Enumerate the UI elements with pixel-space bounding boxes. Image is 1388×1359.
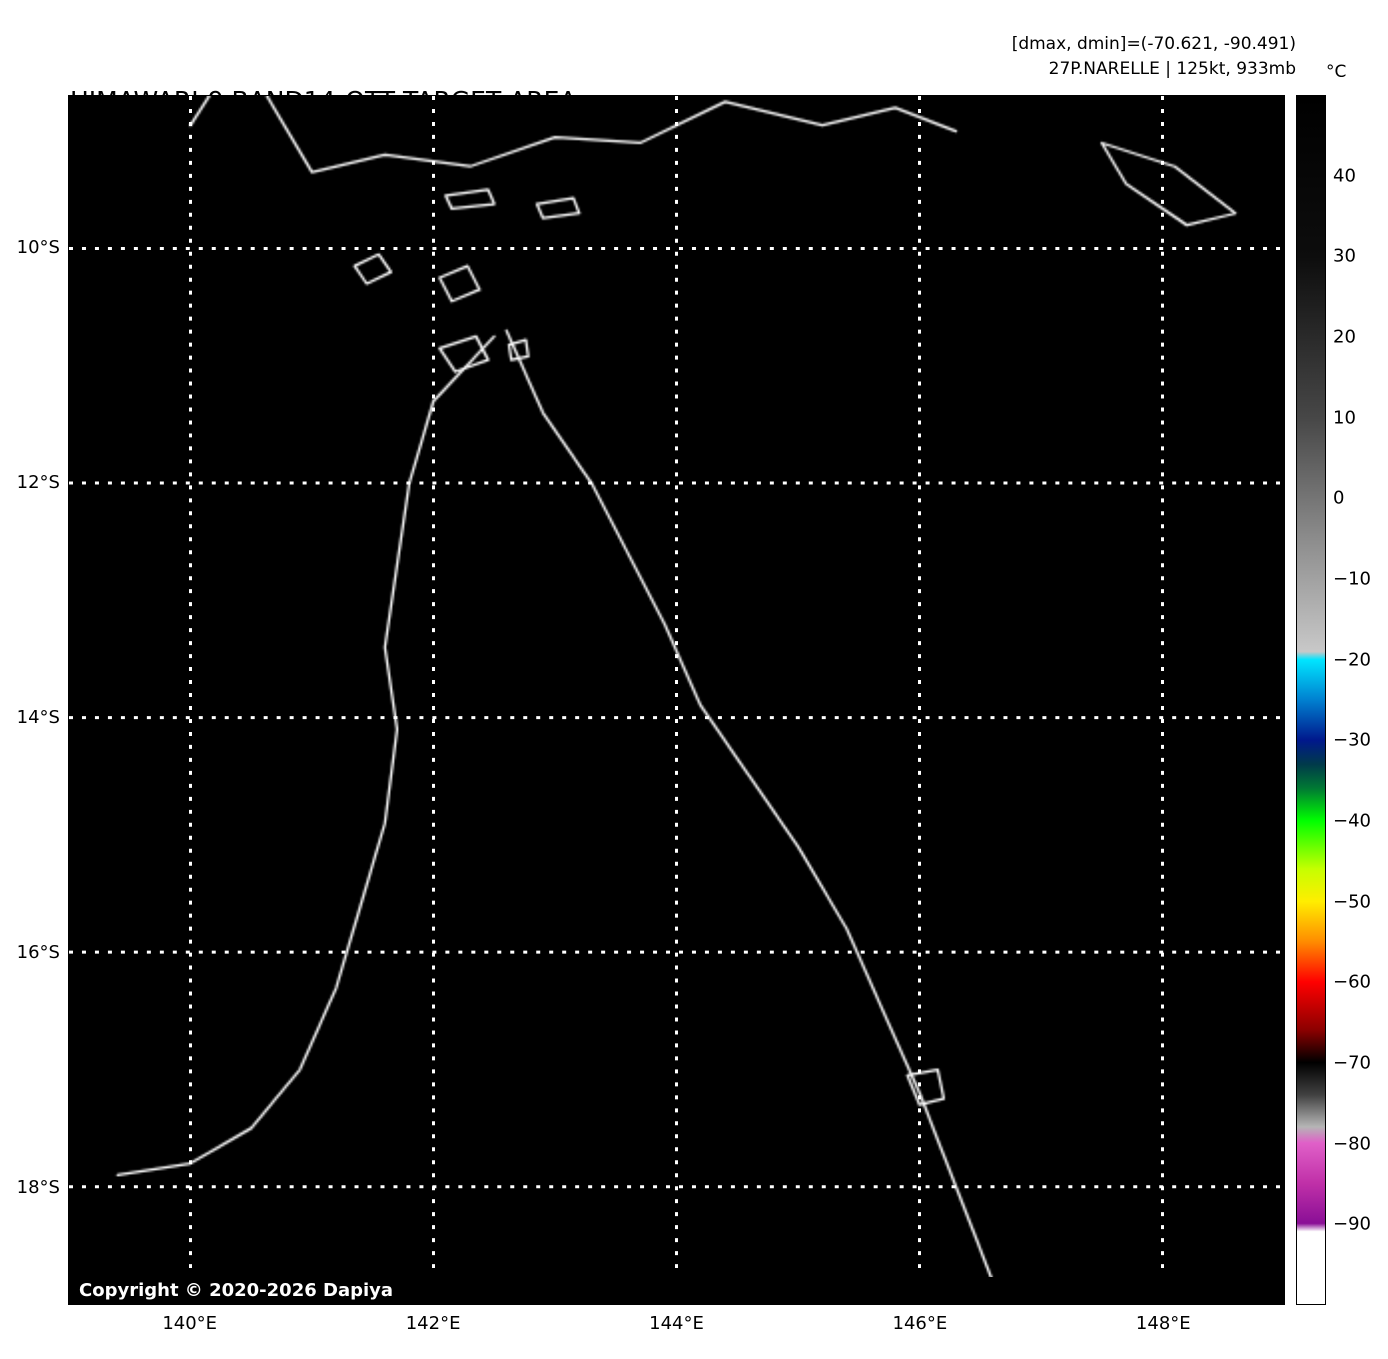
storm-info-label: 27P.NARELLE | 125kt, 933mb	[1048, 59, 1296, 79]
copyright-text: Copyright © 2020-2026 Dapiya	[79, 1280, 394, 1301]
y-axis-tick-text: 18°S	[16, 1176, 60, 1198]
x-axis-tick-label: 148°E	[1135, 1313, 1191, 1334]
colorbar-tick-label: 10	[1333, 407, 1356, 429]
metadata-block: [dmax, dmin]=(-70.621, -90.491) 27P.NARE…	[1012, 32, 1296, 82]
colorbar-tick-label: −30	[1333, 729, 1371, 751]
colorbar-tick-label: 0	[1333, 487, 1345, 509]
colorbar-tick-label: −60	[1333, 971, 1371, 993]
y-axis-tick-text: 14°S	[16, 706, 60, 728]
satellite-image-plot: Copyright © 2020-2026 Dapiya	[68, 95, 1285, 1305]
colorbar-tick-label: −50	[1333, 891, 1371, 913]
copyright-banner: Copyright © 2020-2026 Dapiya	[69, 1277, 1284, 1304]
x-axis-tick-label: 142°E	[405, 1313, 461, 1334]
colorbar-gradient	[1297, 96, 1325, 1304]
dmax-dmin-label: [dmax, dmin]=(-70.621, -90.491)	[1011, 34, 1296, 54]
colorbar-tick-label: 20	[1333, 326, 1356, 348]
infrared-satellite-imagery	[69, 96, 1284, 1304]
temperature-colorbar	[1296, 95, 1326, 1305]
y-axis-tick-text: 16°S	[16, 941, 60, 963]
x-axis-tick-label: 144°E	[649, 1313, 704, 1334]
colorbar-tick-label: −80	[1333, 1133, 1371, 1155]
colorbar-unit-label: °C	[1326, 62, 1347, 82]
colorbar-tick-label: −40	[1333, 810, 1371, 832]
colorbar-tick-label: 40	[1333, 165, 1356, 187]
colorbar-tick-label: −90	[1333, 1213, 1371, 1235]
x-axis-tick-label: 146°E	[892, 1313, 948, 1334]
y-axis-tick-text: 10°S	[16, 236, 60, 258]
colorbar-tick-label: −70	[1333, 1052, 1371, 1074]
x-axis-tick-label: 140°E	[162, 1313, 218, 1334]
colorbar-tick-label: −20	[1333, 649, 1371, 671]
colorbar-tick-label: −10	[1333, 568, 1371, 590]
colorbar-tick-label: 30	[1333, 245, 1356, 267]
y-axis-tick-text: 12°S	[16, 471, 60, 493]
